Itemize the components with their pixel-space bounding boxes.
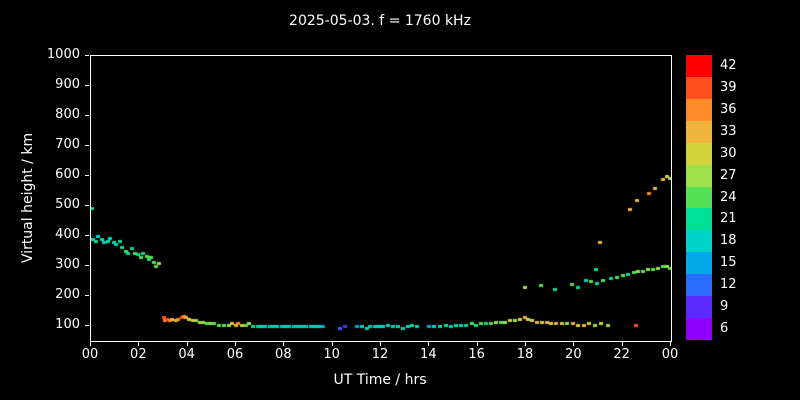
y-tick-label: 800	[55, 107, 80, 122]
x-tick-label: 02	[130, 347, 147, 362]
x-tick-mark	[90, 342, 91, 346]
colorbar	[686, 55, 712, 340]
colorbar-tick-label: 39	[720, 79, 737, 95]
x-tick-mark	[331, 342, 333, 346]
y-tick-label: 100	[55, 317, 80, 332]
colorbar-tick-label: 42	[720, 57, 737, 73]
x-tick-mark	[670, 342, 671, 346]
colorbar-segment	[686, 230, 712, 253]
colorbar-tick-label: 9	[720, 299, 729, 315]
scatter-canvas	[91, 56, 671, 341]
colorbar-tick-label: 12	[720, 277, 737, 293]
x-tick-label: 10	[323, 347, 340, 362]
colorbar-segment	[686, 186, 712, 209]
colorbar-tick-label: 36	[720, 101, 737, 117]
y-tick-label: 1000	[46, 47, 80, 62]
colorbar-tick-label: 33	[720, 123, 737, 139]
colorbar-tick-label: 6	[720, 321, 729, 337]
x-tick-mark	[380, 342, 381, 346]
x-tick-label: 22	[613, 347, 630, 362]
colorbar-segment	[686, 120, 712, 143]
y-tick-label: 600	[55, 167, 80, 182]
x-tick-label: 14	[420, 347, 437, 362]
y-tick-mark	[85, 265, 89, 266]
y-axis-label: Virtual height / km	[20, 132, 36, 264]
colorbar-segment	[686, 274, 712, 297]
y-tick-label: 700	[55, 137, 80, 152]
y-tick-label: 200	[55, 287, 80, 302]
x-tick-label: 00	[661, 347, 679, 362]
plot-area	[90, 55, 672, 342]
colorbar-segment	[686, 296, 712, 319]
x-tick-mark	[283, 342, 285, 346]
x-tick-mark	[428, 342, 430, 346]
y-tick-mark	[85, 115, 89, 116]
y-tick-label: 900	[55, 77, 80, 92]
x-tick-label: 20	[565, 347, 582, 362]
x-tick-label: 06	[226, 347, 244, 362]
colorbar-segment	[686, 76, 712, 99]
y-tick-label: 500	[55, 197, 80, 212]
colorbar-segment	[686, 142, 712, 165]
colorbar-tick-label: 18	[720, 233, 737, 249]
x-tick-mark	[138, 342, 140, 346]
colorbar-segment	[686, 55, 712, 77]
colorbar-segment	[686, 252, 712, 275]
y-tick-mark	[85, 175, 89, 176]
x-tick-label: 12	[371, 347, 389, 362]
colorbar-segment	[686, 318, 712, 340]
y-tick-mark	[85, 295, 89, 296]
x-tick-mark	[621, 342, 623, 346]
colorbar-tick-label: 21	[720, 211, 737, 227]
colorbar-segment	[686, 98, 712, 121]
x-tick-mark	[476, 342, 478, 346]
x-tick-mark	[235, 342, 236, 346]
x-tick-label: 04	[178, 347, 195, 362]
x-axis-label: UT Time / hrs	[333, 372, 427, 388]
y-tick-label: 400	[55, 227, 80, 242]
y-tick-mark	[85, 55, 89, 56]
y-tick-mark	[85, 325, 89, 326]
y-tick-mark	[85, 235, 89, 236]
colorbar-tick-label: 24	[720, 189, 737, 205]
x-tick-mark	[525, 342, 526, 346]
y-tick-mark	[85, 145, 89, 146]
colorbar-tick-label: 27	[720, 167, 737, 183]
colorbar-segment	[686, 208, 712, 231]
x-tick-label: 18	[516, 347, 534, 362]
x-tick-mark	[573, 342, 575, 346]
chart-title: 2025-05-03. f = 1760 kHz	[289, 13, 471, 29]
colorbar-tick-label: 15	[720, 255, 737, 271]
x-tick-label: 08	[275, 347, 292, 362]
colorbar-segment	[686, 164, 712, 187]
y-tick-mark	[85, 205, 89, 206]
x-tick-label: 16	[468, 347, 485, 362]
y-tick-label: 300	[55, 257, 80, 272]
x-tick-mark	[186, 342, 188, 346]
colorbar-tick-label: 30	[720, 145, 737, 161]
y-tick-mark	[85, 85, 89, 86]
x-tick-label: 00	[81, 347, 99, 362]
